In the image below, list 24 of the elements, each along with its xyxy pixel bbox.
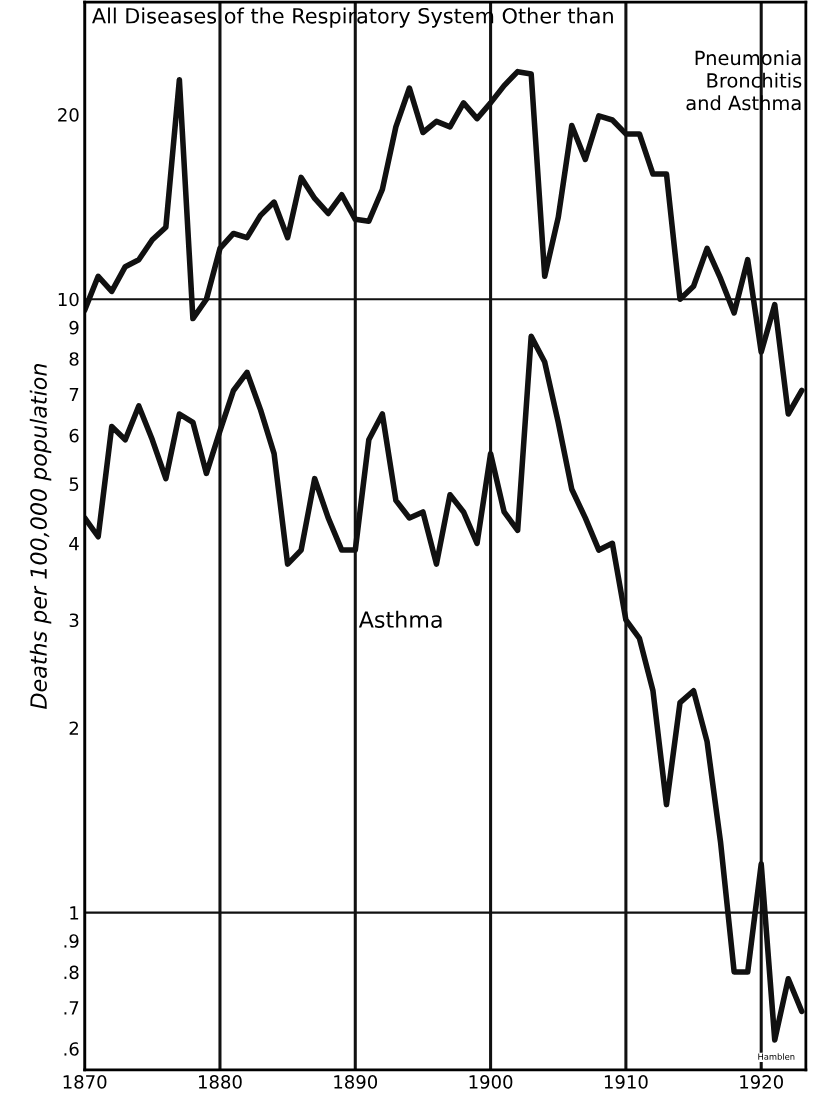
annotation: Hamblen — [758, 1053, 795, 1060]
y-tick-label: 8 — [69, 352, 79, 366]
y-tick-label: 20 — [58, 108, 79, 122]
x-tick-label: 1900 — [469, 1075, 513, 1089]
x-tick-label: 1870 — [63, 1075, 107, 1089]
y-tick-label: .9 — [64, 934, 79, 948]
y-tick-label: 9 — [69, 320, 79, 335]
x-tick-label: 1880 — [198, 1075, 242, 1089]
text: Asthma — [358, 610, 442, 628]
y-tick-label: 2 — [69, 721, 78, 735]
y-tick-label: 1 — [70, 906, 79, 920]
y-tick-label: .6 — [64, 1042, 79, 1056]
y-tick-label: 7 — [69, 387, 79, 402]
y-tick-label: 5 — [69, 477, 79, 491]
x-tick-label: 1910 — [604, 1075, 648, 1089]
y-tick-label: 4 — [69, 537, 79, 551]
x-tick-label: 1920 — [740, 1075, 783, 1089]
y-tick-label: .7 — [64, 1001, 79, 1015]
y-tick-label: 10 — [58, 292, 79, 307]
y-tick-label: 6 — [69, 428, 79, 443]
x-tick-label: 1890 — [334, 1075, 378, 1089]
y-tick-label: 3 — [69, 613, 79, 628]
y-tick-label: .8 — [64, 965, 79, 980]
y-axis-title: Deaths per 100,000 population — [29, 364, 52, 709]
